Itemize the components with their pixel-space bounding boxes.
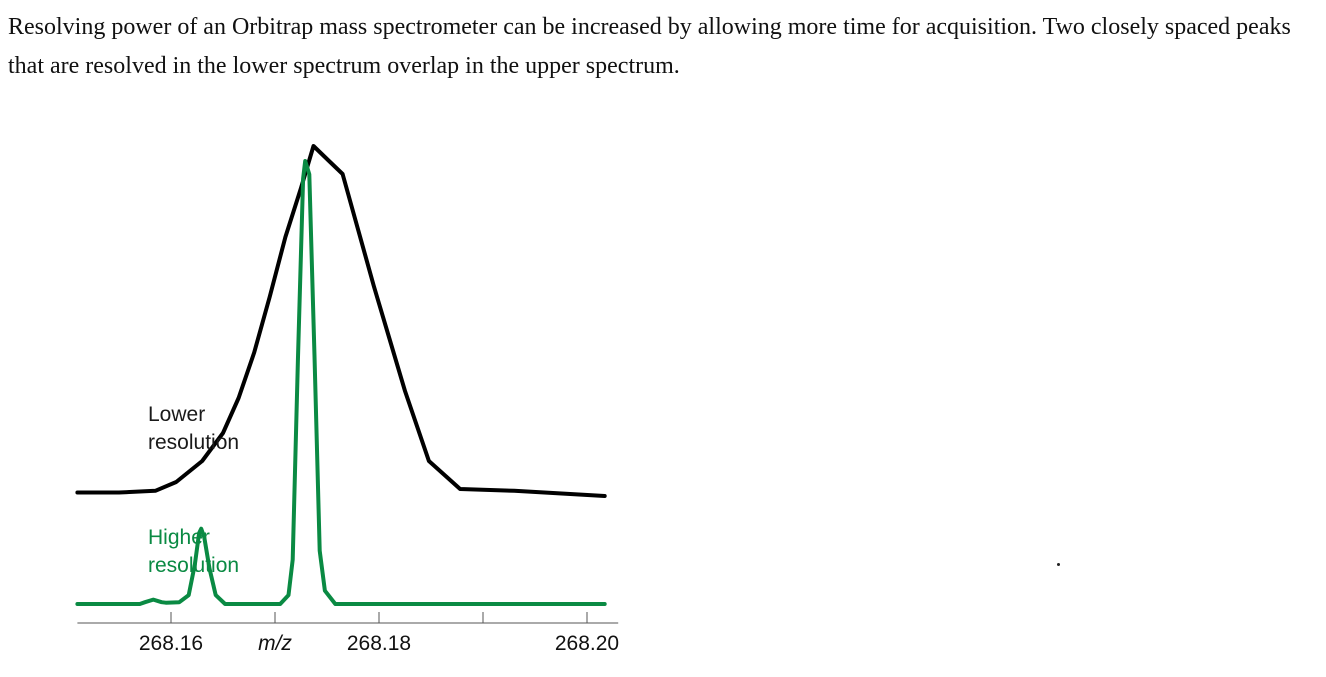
series-label-higher-resolution: Higher resolution — [148, 526, 240, 577]
x-tick-label: 268.16 — [139, 632, 203, 655]
series-lines — [75, 144, 607, 606]
series-line-higher-resolution — [75, 159, 607, 606]
stray-dot-mark — [1057, 563, 1060, 566]
series-label-lower-resolution: Lower resolution — [148, 403, 240, 454]
figure-caption: Resolving power of an Orbitrap mass spec… — [8, 14, 1291, 79]
x-tick-label: 268.18 — [347, 632, 411, 655]
x-axis-ticks: 268.16 m/z 268.18 268.20 — [139, 612, 619, 655]
x-tick-label: 268.20 — [555, 632, 619, 655]
x-axis-label: m/z — [258, 632, 292, 655]
